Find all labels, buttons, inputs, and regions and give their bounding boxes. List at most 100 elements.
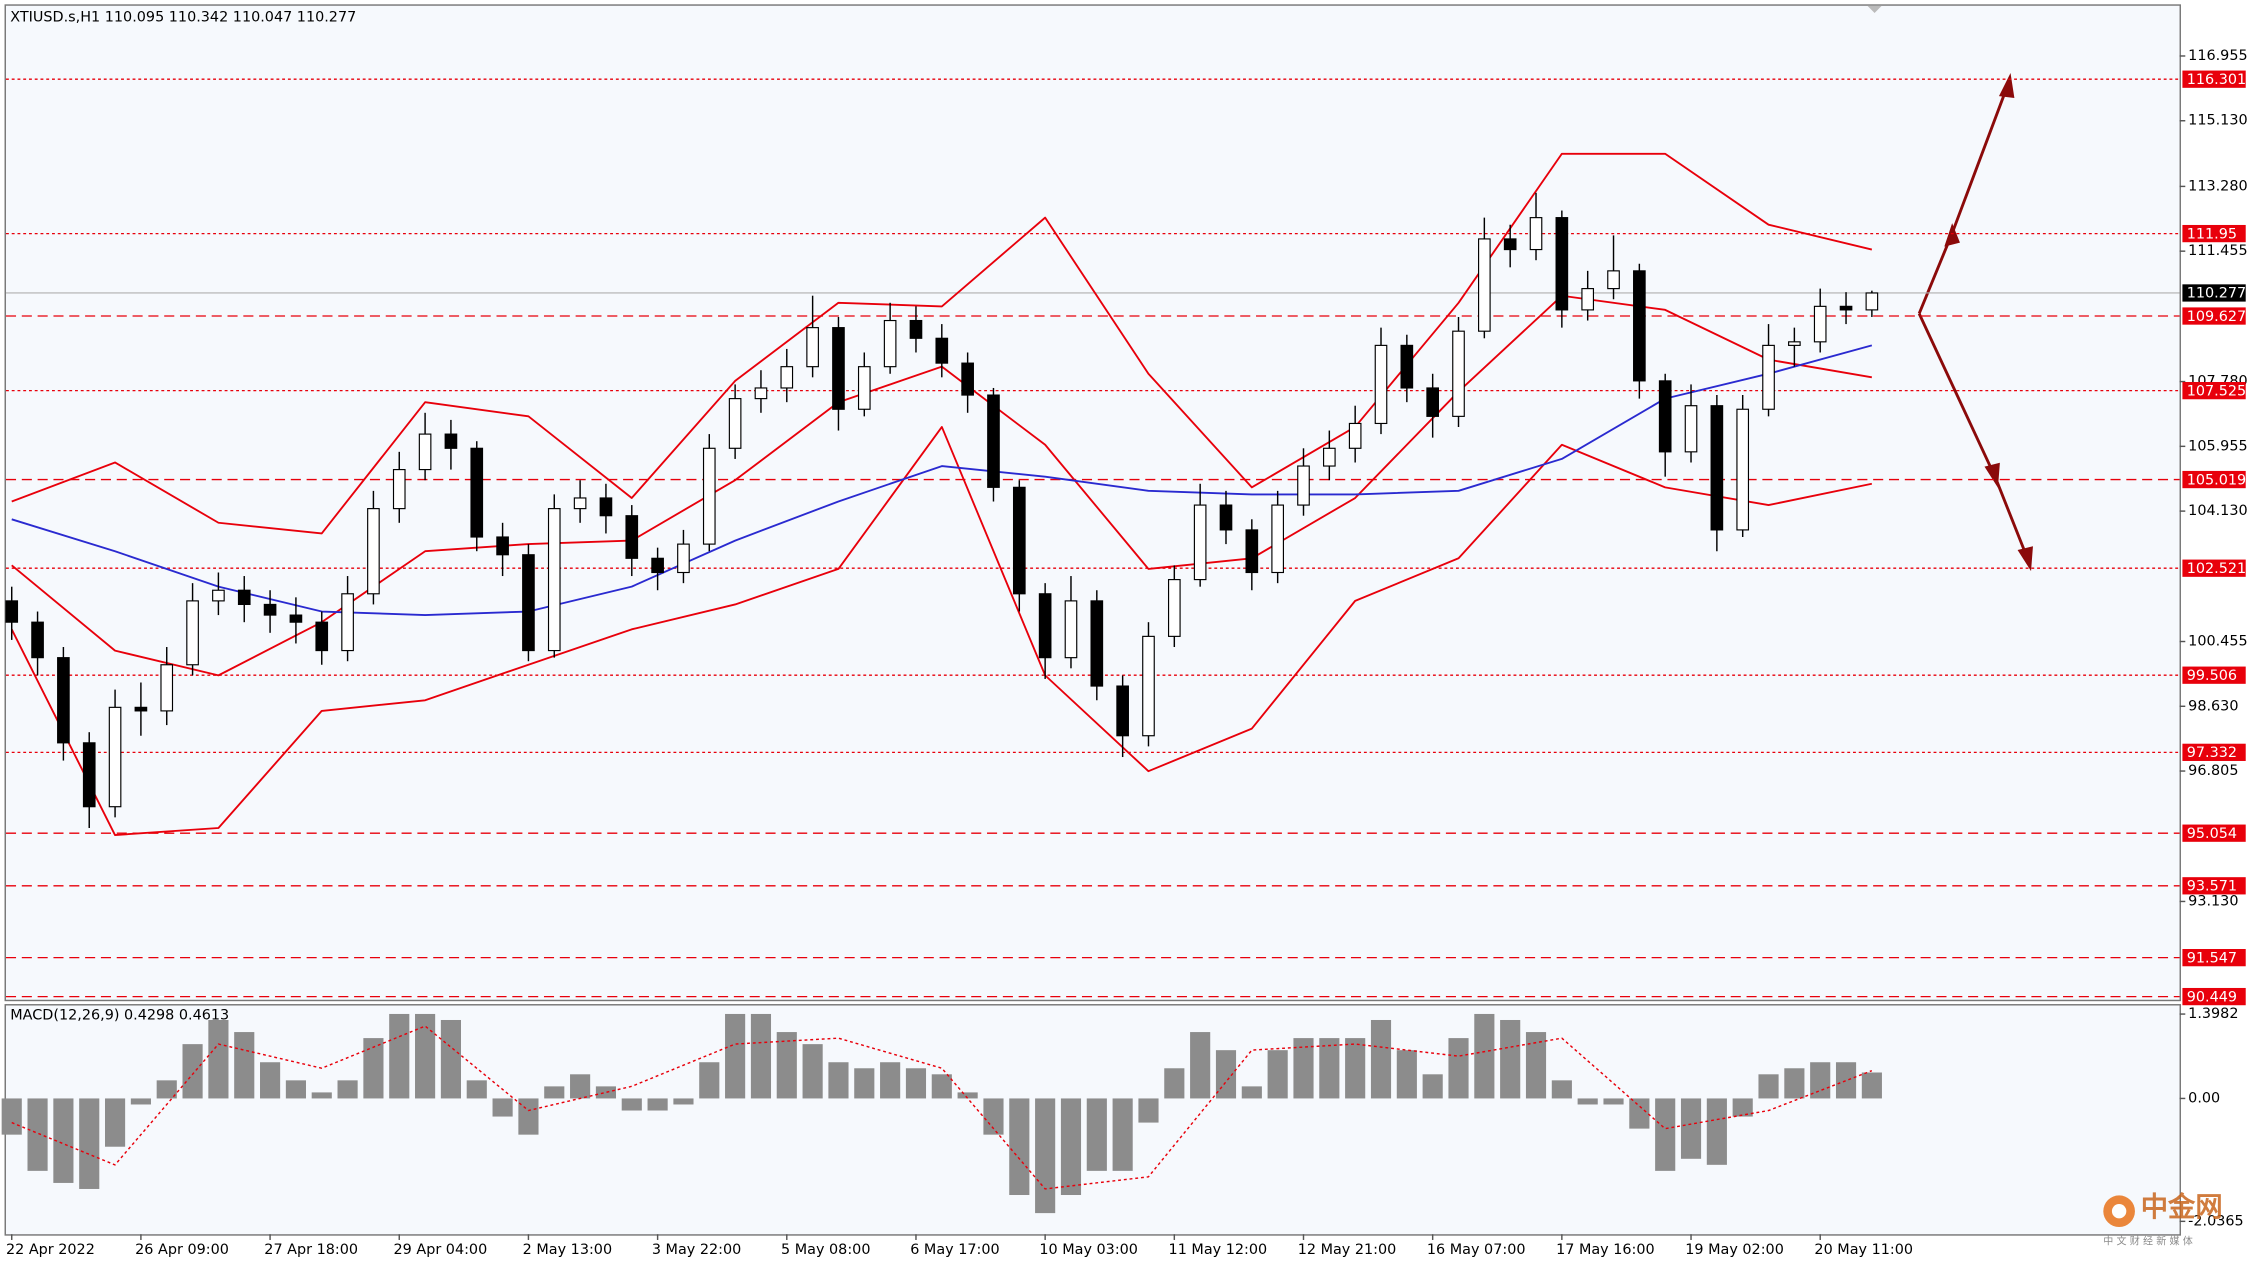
candle-body — [5, 600, 19, 623]
macd-bar — [1396, 1050, 1417, 1099]
macd-bar — [1060, 1098, 1082, 1196]
macd-bar — [983, 1098, 1004, 1135]
macd-bar — [79, 1098, 100, 1189]
candle-body — [1555, 217, 1569, 311]
candle-body — [1607, 270, 1620, 290]
macd-bar — [1835, 1062, 1857, 1099]
candle-body — [237, 589, 251, 606]
candle-body — [496, 536, 509, 556]
level-label-box — [2182, 70, 2246, 88]
macd-bar — [1319, 1038, 1340, 1099]
candle-body — [1426, 387, 1440, 417]
level-label-box — [2182, 381, 2246, 400]
candle-body — [1038, 593, 1052, 659]
macd-bar — [1551, 1080, 1572, 1099]
candle-body — [289, 614, 303, 623]
macd-bar — [1655, 1098, 1676, 1171]
macd-bar — [234, 1032, 255, 1099]
candle-body — [1684, 405, 1698, 453]
candle-body — [883, 319, 897, 368]
level-label-box — [2182, 824, 2246, 842]
candle-body — [1142, 635, 1155, 737]
candle-body — [1633, 270, 1646, 382]
candle-body — [1839, 305, 1853, 311]
candle-body — [31, 621, 44, 659]
y-tick-label: 93.130 — [2188, 893, 2238, 909]
macd-bar — [1448, 1038, 1469, 1099]
candle-body — [212, 589, 225, 602]
candle-body — [315, 621, 329, 652]
level-label-box — [2182, 877, 2246, 895]
macd-bar — [1422, 1074, 1443, 1099]
macd-bar — [1, 1098, 22, 1135]
arrow-head — [1944, 223, 1960, 247]
arrow-down-1 — [1917, 312, 1997, 479]
candle-body — [1090, 600, 1104, 687]
macd-bar — [1112, 1098, 1133, 1171]
macd-bar — [673, 1098, 694, 1105]
macd-bar — [1086, 1098, 1107, 1171]
candle-body — [1167, 579, 1181, 637]
y-tick-label: 105.955 — [2188, 438, 2247, 454]
candle-body — [625, 515, 639, 559]
candle-body — [1064, 600, 1078, 659]
candle-body — [1374, 344, 1388, 425]
candle-body — [108, 706, 122, 808]
candle-body — [961, 362, 974, 396]
macd-bar — [1758, 1074, 1779, 1099]
macd-bar — [802, 1044, 823, 1099]
candle-body — [728, 398, 742, 449]
y-tick-label: 104.130 — [2188, 503, 2247, 519]
macd-bar — [27, 1098, 48, 1171]
candle-body — [1271, 504, 1284, 574]
level-label: 99.506 — [2187, 668, 2237, 684]
y-tick-label: 113.280 — [2188, 178, 2247, 194]
candle-body — [857, 366, 871, 410]
level-label: 116.301 — [2187, 72, 2246, 88]
macd-bar — [208, 1019, 229, 1099]
level-label: 93.571 — [2187, 879, 2237, 895]
macd-bar — [1474, 1013, 1495, 1099]
candle-body — [341, 593, 354, 652]
candle-body — [367, 508, 380, 595]
macd-bar — [776, 1032, 797, 1099]
candle-body — [909, 319, 923, 339]
macd-bar — [647, 1098, 668, 1111]
level-label-box — [2182, 666, 2246, 684]
macd-bar — [1680, 1098, 1702, 1159]
macd-bar — [1241, 1086, 1262, 1099]
macd-bar — [260, 1062, 281, 1099]
candle-body — [987, 394, 1000, 488]
level-label: 102.521 — [2187, 561, 2246, 577]
macd-bar — [1293, 1038, 1314, 1099]
x-tick-label: 11 May 12:00 — [1169, 1242, 1268, 1258]
candle-body — [522, 554, 535, 652]
macd-bar — [750, 1013, 772, 1099]
y-tick-label: 100.455 — [2188, 634, 2247, 650]
candle-body — [263, 603, 277, 616]
last-price-label: 110.277 — [2187, 286, 2246, 302]
macd-bar — [957, 1092, 978, 1099]
x-tick-label: 19 May 02:00 — [1685, 1242, 1784, 1258]
macd-bar — [905, 1068, 927, 1099]
macd-bar — [1345, 1038, 1366, 1099]
macd-bar — [104, 1098, 126, 1147]
macd-bar — [1009, 1098, 1030, 1196]
level-label-box — [2182, 470, 2246, 489]
macd-signal — [11, 1025, 1873, 1190]
candle-body — [1865, 292, 1879, 311]
last-price-box — [2182, 284, 2246, 302]
macd-bar — [518, 1098, 539, 1135]
macd-bar — [699, 1062, 720, 1099]
scenario-arrows — [1917, 72, 2033, 572]
candle-body — [186, 600, 199, 666]
macd-title: MACD(12,26,9) 0.4298 0.4613 — [10, 1008, 229, 1024]
x-tick-label: 29 Apr 04:00 — [394, 1242, 488, 1258]
candle-body — [1348, 422, 1362, 449]
candle-body — [1400, 344, 1414, 389]
watermark-name: 中金网 — [2141, 1191, 2223, 1223]
indicator-line — [11, 152, 1873, 535]
candle-body — [392, 469, 406, 510]
macd-bar — [544, 1086, 565, 1099]
macd-bar — [389, 1013, 410, 1099]
